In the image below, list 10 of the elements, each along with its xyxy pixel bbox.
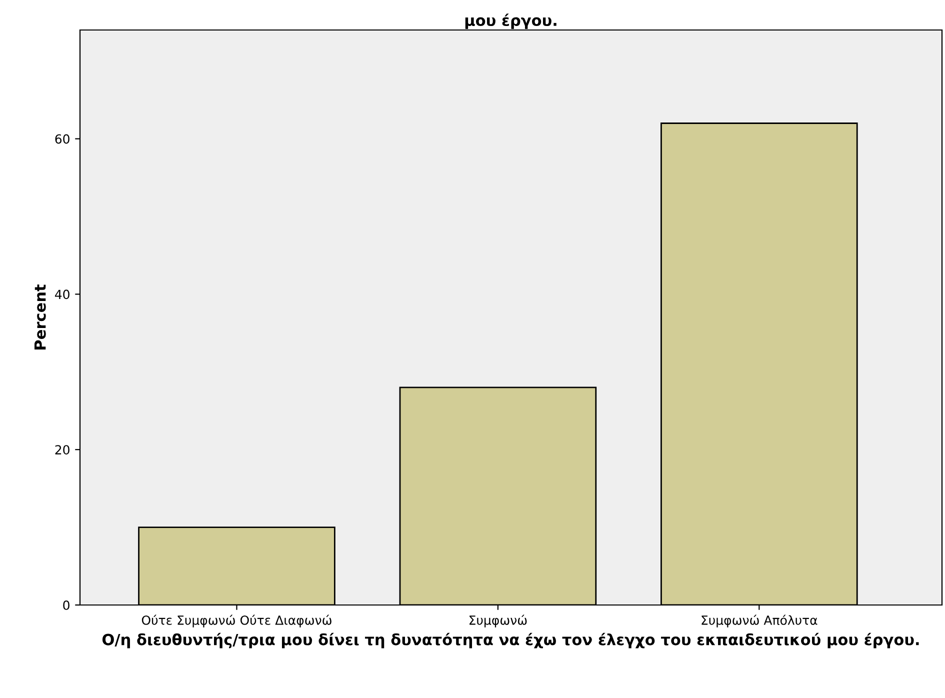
- y-tick-label: 40: [54, 290, 70, 300]
- chart-title: μου έργου.: [465, 14, 556, 30]
- x-axis-title: Ο/η διευθυντής/τρια μου δίνει τη δυνατότητα να έχω τον έλεγχο του εκπαιδευτικού μου έργου.: [102, 632, 919, 648]
- x-tick-label: Συμφωνώ: [470, 614, 527, 628]
- x-tick-label: Συμφωνώ Απόλυτα: [702, 614, 818, 628]
- y-tick-label: 60: [55, 134, 70, 144]
- y-tick-label: 20: [55, 445, 70, 455]
- y-axis-title: Percent: [34, 284, 46, 350]
- y-tick-label: 0: [63, 600, 70, 610]
- x-tick-label: Ούτε Συμφωνώ Ούτε Διαφωνώ: [142, 614, 332, 628]
